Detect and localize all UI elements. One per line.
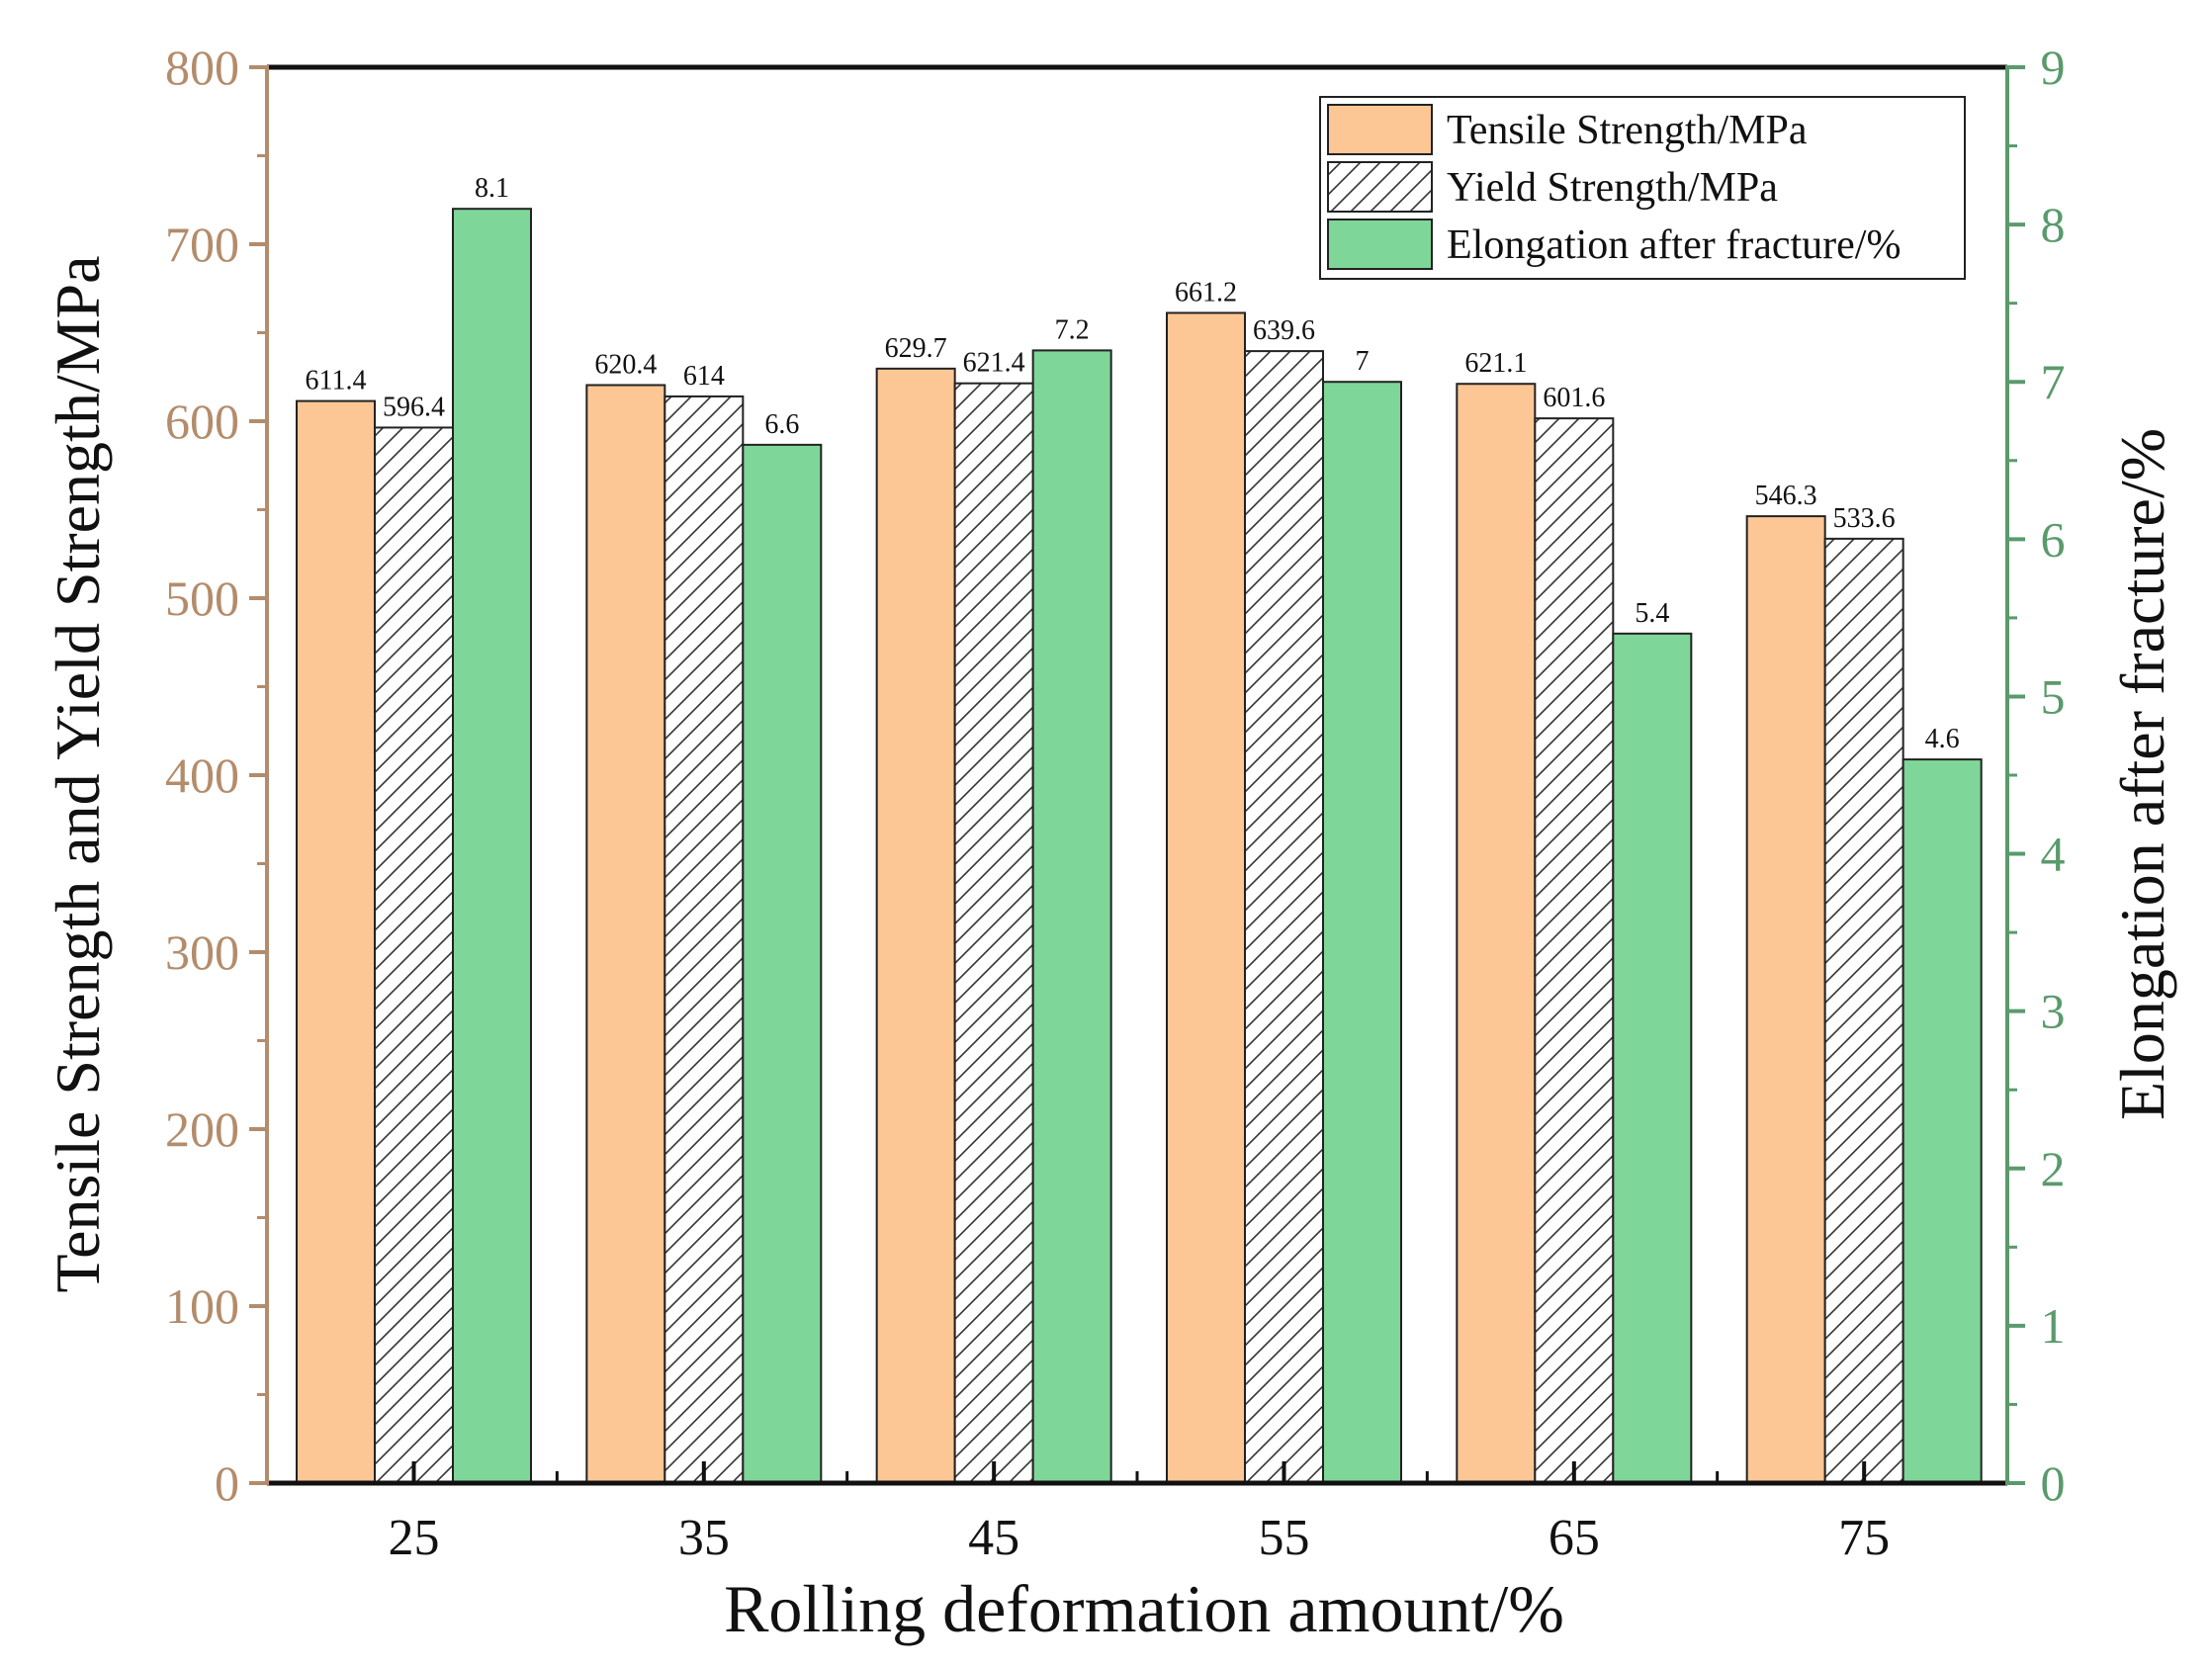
data-label: 621.1 (1464, 348, 1527, 379)
right-tick-label: 6 (2041, 511, 2066, 567)
bar-yield-75 (1823, 537, 1904, 1484)
data-label: 8.1 (475, 173, 509, 204)
data-label: 601.6 (1543, 383, 1605, 413)
left-tick-label: 700 (165, 217, 239, 272)
bar-yield-25 (374, 426, 454, 1485)
bar-yield-35 (664, 395, 745, 1485)
data-label: 661.2 (1175, 277, 1237, 307)
data-label: 629.7 (885, 333, 947, 364)
bar-elongation-75 (1902, 758, 1983, 1484)
left-tick-label: 100 (165, 1278, 239, 1334)
data-label: 611.4 (306, 366, 367, 396)
legend-label: Yield Strength/MPa (1447, 165, 1778, 211)
left-tick-label: 300 (165, 924, 239, 980)
left-tick-label: 0 (215, 1455, 239, 1511)
left-tick-label: 500 (165, 571, 239, 626)
bar-tensile-75 (1745, 515, 1826, 1484)
legend-swatch-yield (1327, 161, 1433, 213)
data-label: 5.4 (1635, 598, 1669, 629)
x-tick-label: 75 (1838, 1510, 1890, 1566)
left-tick-label: 800 (165, 40, 239, 95)
data-label: 614 (683, 361, 725, 392)
bar-yield-45 (953, 382, 1034, 1485)
right-tick-label: 4 (2041, 827, 2066, 882)
data-label: 7 (1356, 346, 1370, 377)
bar-yield-65 (1534, 417, 1615, 1484)
bar-tensile-55 (1166, 311, 1246, 1484)
right-tick-label: 0 (2041, 1455, 2066, 1511)
data-label: 6.6 (764, 409, 799, 440)
data-label: 546.3 (1755, 481, 1817, 511)
data-label: 639.6 (1253, 315, 1315, 346)
data-label: 596.4 (383, 392, 445, 422)
legend-label: Elongation after fracture/% (1447, 222, 1901, 268)
bar-tensile-25 (296, 399, 376, 1484)
legend-swatch-elongation (1327, 219, 1433, 270)
x-tick-label: 65 (1548, 1510, 1600, 1566)
left-tick-label: 400 (165, 747, 239, 803)
bar-elongation-65 (1612, 632, 1693, 1484)
data-label: 621.4 (963, 348, 1025, 379)
bar-tensile-65 (1456, 383, 1537, 1485)
x-axis-title: Rolling deformation amount/% (724, 1571, 1564, 1646)
data-label: 620.4 (594, 349, 657, 380)
bar-elongation-55 (1322, 381, 1402, 1485)
data-label: 4.6 (1925, 724, 1960, 754)
left-tick-label: 600 (165, 394, 239, 449)
right-tick-label: 7 (2041, 354, 2066, 409)
data-label: 7.2 (1055, 314, 1090, 345)
bar-elongation-35 (742, 443, 823, 1484)
right-tick-label: 8 (2041, 197, 2066, 252)
right-tick-label: 1 (2041, 1298, 2066, 1354)
bar-tensile-35 (585, 384, 666, 1484)
x-tick-label: 35 (678, 1510, 730, 1566)
bar-yield-55 (1244, 350, 1324, 1485)
x-tick-label: 25 (389, 1510, 440, 1566)
bar-elongation-25 (452, 208, 532, 1485)
right-tick-label: 3 (2041, 984, 2066, 1039)
data-label: 533.6 (1833, 503, 1896, 534)
bar-elongation-45 (1031, 349, 1112, 1484)
x-tick-label: 45 (968, 1510, 1019, 1566)
right-tick-label: 2 (2041, 1141, 2066, 1196)
right-tick-label: 5 (2041, 668, 2066, 724)
right-y-axis-title: Elongation after fracture/% (2107, 428, 2177, 1120)
x-tick-label: 55 (1259, 1510, 1310, 1566)
legend-swatch-tensile (1327, 104, 1433, 155)
right-tick-label: 9 (2041, 40, 2066, 95)
legend-label: Tensile Strength/MPa (1447, 108, 1808, 153)
left-y-axis-title: Tensile Strength and Yield Strength/MPa (43, 255, 113, 1292)
left-tick-label: 200 (165, 1101, 239, 1157)
bar-tensile-45 (875, 367, 956, 1484)
